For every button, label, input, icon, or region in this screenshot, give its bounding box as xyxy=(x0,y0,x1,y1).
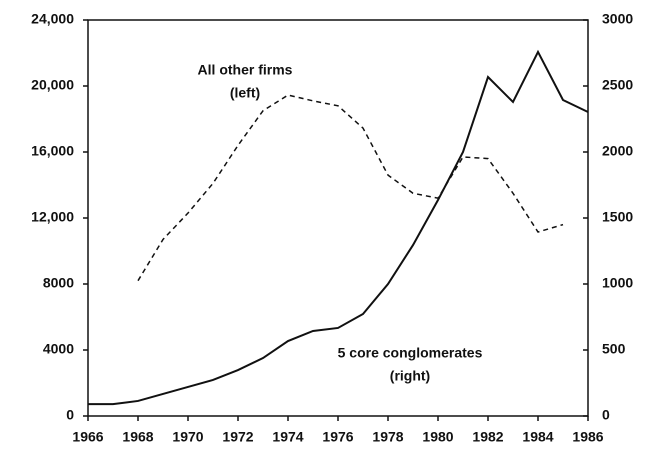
annotation: (right) xyxy=(390,368,430,384)
y-tick-label: 4000 xyxy=(43,341,74,357)
x-tick-label: 1976 xyxy=(322,429,353,445)
y2-tick-label: 0 xyxy=(602,407,610,423)
x-tick-label: 1986 xyxy=(572,429,603,445)
annotation: All other firms xyxy=(198,62,293,78)
series-line xyxy=(137,94,564,282)
y2-tick-label: 500 xyxy=(602,341,626,357)
x-tick-label: 1972 xyxy=(222,429,253,445)
annotation: (left) xyxy=(230,85,260,101)
y-tick-label: 24,000 xyxy=(31,11,74,27)
x-tick-label: 1966 xyxy=(72,429,103,445)
x-tick-label: 1968 xyxy=(122,429,153,445)
x-tick-label: 1970 xyxy=(172,429,203,445)
y2-tick-label: 2500 xyxy=(602,77,633,93)
y-tick-label: 8000 xyxy=(43,275,74,291)
x-tick-label: 1984 xyxy=(522,429,553,445)
y-tick-label: 20,000 xyxy=(31,77,74,93)
y2-tick-label: 1000 xyxy=(602,275,633,291)
x-tick-label: 1980 xyxy=(422,429,453,445)
y-tick-label: 0 xyxy=(66,407,74,423)
x-tick-label: 1974 xyxy=(272,429,303,445)
x-tick-label: 1982 xyxy=(472,429,503,445)
y2-tick-label: 3000 xyxy=(602,11,633,27)
y2-tick-label: 1500 xyxy=(602,209,633,225)
y-tick-label: 16,000 xyxy=(31,143,74,159)
y2-tick-label: 2000 xyxy=(602,143,633,159)
x-tick-label: 1978 xyxy=(372,429,403,445)
annotation: 5 core conglomerates xyxy=(338,345,483,361)
y-tick-label: 12,000 xyxy=(31,209,74,225)
series-line xyxy=(88,49,589,406)
